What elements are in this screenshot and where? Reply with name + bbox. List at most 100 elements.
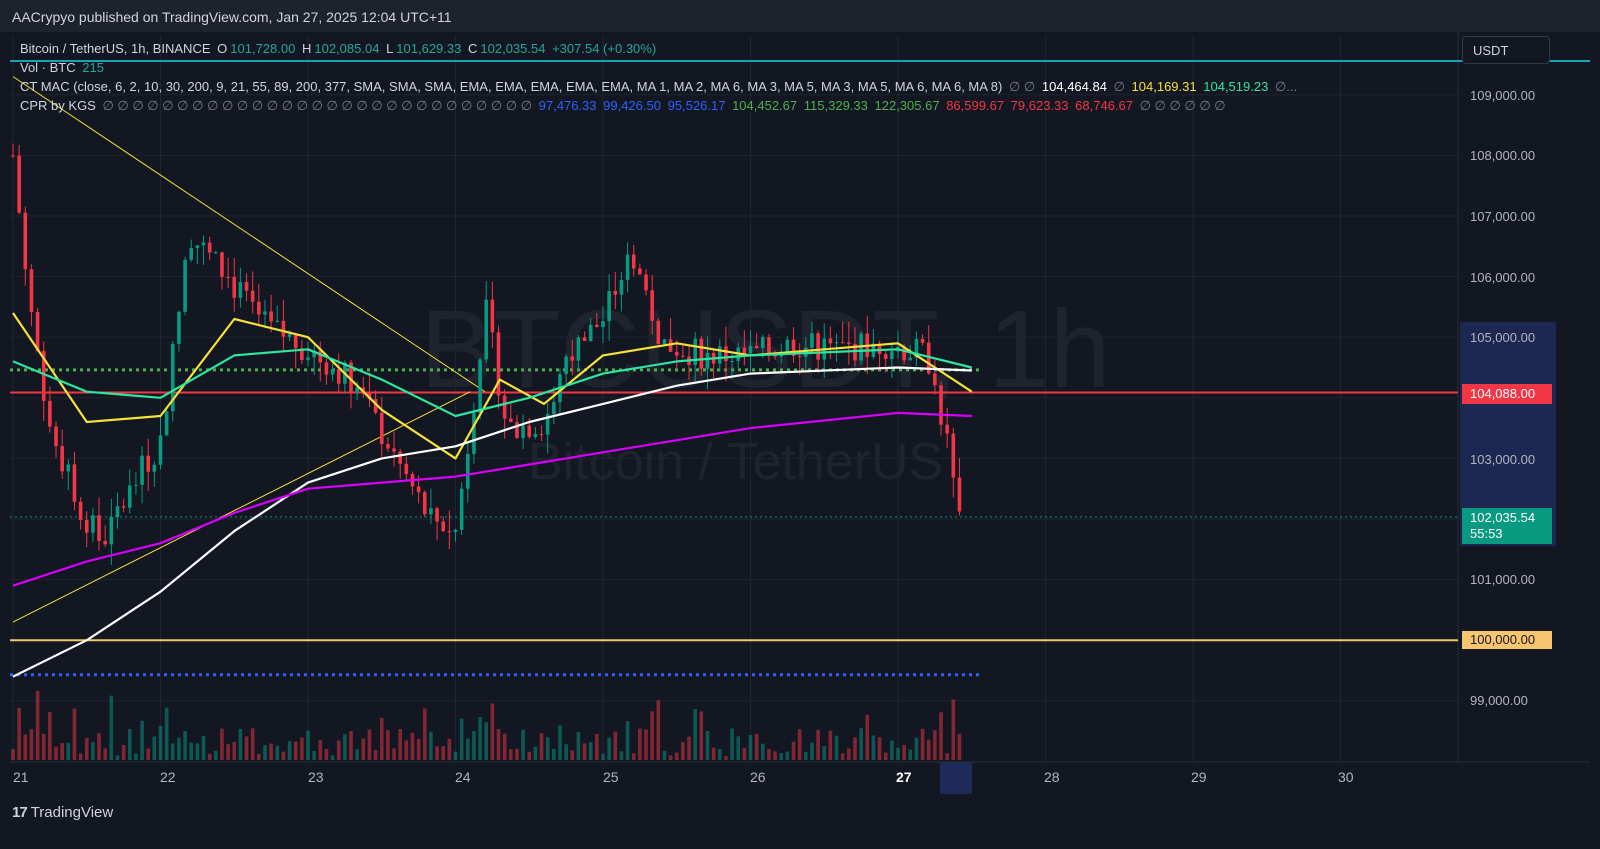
candle-body: [300, 348, 304, 361]
ctmac-legend[interactable]: CT MAC (close, 6, 2, 10, 30, 200, 9, 21,…: [20, 79, 1300, 95]
volume-bar: [515, 748, 519, 760]
open-value: 101,728.00: [230, 41, 296, 56]
ctmac-placeholders: ∅ ∅: [1009, 79, 1036, 94]
price-label: 107,000.00: [1470, 209, 1536, 224]
volume-bar: [306, 730, 310, 760]
volume-bar: [91, 742, 95, 760]
volume-bar: [441, 746, 446, 760]
candle-body: [293, 333, 298, 349]
volume-bar: [804, 751, 808, 760]
volume-bar: [404, 740, 409, 760]
candle-body: [668, 339, 673, 352]
candle-body: [189, 248, 194, 260]
high-label: H: [301, 41, 312, 56]
volume-bar: [828, 730, 833, 760]
candle-body: [890, 351, 894, 359]
symbol-label: Bitcoin / TetherUS, 1h, BINANCE: [20, 41, 211, 56]
price-label: 103,000.00: [1470, 452, 1536, 467]
vol-label: Vol · BTC: [20, 60, 76, 75]
volume-bar: [146, 748, 151, 760]
volume-bar: [693, 709, 697, 760]
candle-body: [422, 492, 427, 515]
volume-bar: [465, 738, 470, 760]
ctmac-label: CT MAC (close, 6, 2, 10, 30, 200, 9, 21,…: [20, 79, 1003, 94]
chart-area[interactable]: [10, 32, 1590, 808]
symbol-legend[interactable]: Bitcoin / TetherUS, 1h, BINANCE O 101,728…: [20, 41, 659, 56]
candle-body: [386, 444, 390, 449]
candle-body: [625, 254, 630, 280]
candle-body: [103, 541, 107, 545]
volume-bar: [865, 714, 870, 760]
volume-bar: [896, 747, 900, 760]
candle-body: [840, 342, 845, 344]
candle-body: [435, 508, 439, 522]
volume-bar: [736, 736, 741, 760]
resistance-price-tag: 104,088.00: [1462, 384, 1552, 404]
candle-body: [84, 519, 89, 533]
candle-body: [674, 351, 679, 356]
tradingview-footer[interactable]: 17 TradingView: [12, 804, 113, 821]
candle-body: [41, 351, 46, 401]
volume-bar: [625, 721, 630, 760]
volume-bar: [767, 748, 771, 760]
volume-bar: [742, 747, 747, 760]
volume-bar: [238, 728, 243, 760]
candle-body: [945, 424, 949, 434]
cpr-legend[interactable]: CPR by KGS ∅ ∅ ∅ ∅ ∅ ∅ ∅ ∅ ∅ ∅ ∅ ∅ ∅ ∅ ∅…: [20, 98, 1229, 114]
cpr-placeholders: ∅ ∅ ∅ ∅ ∅ ∅ ∅ ∅ ∅ ∅ ∅ ∅ ∅ ∅ ∅ ∅ ∅ ∅ ∅ ∅ …: [102, 98, 533, 113]
volume-bar: [521, 729, 525, 760]
volume-bar: [226, 744, 230, 760]
candle-body: [226, 276, 230, 278]
current-price-value: 102,035.54: [1470, 510, 1536, 525]
candle-body: [158, 435, 163, 465]
volume-bar: [539, 733, 544, 760]
volume-bar: [330, 755, 335, 760]
candle-body: [828, 338, 833, 344]
volume-bar: [607, 737, 611, 760]
volume-bar: [908, 749, 913, 760]
candle-body: [724, 346, 728, 362]
candle-body: [478, 359, 482, 413]
volume-bar: [84, 737, 89, 760]
volume-bar: [705, 730, 710, 760]
candle-body: [23, 212, 28, 270]
candle-body: [140, 455, 144, 485]
change-value: +307.54 (+0.30%): [552, 41, 657, 56]
candle-body: [250, 290, 255, 302]
cpr-blue-2: 99,426.50: [603, 98, 661, 113]
volume-bar: [343, 734, 347, 760]
volume-bar: [724, 755, 728, 760]
volume-bar: [662, 750, 667, 760]
cpr-green-1: 104,452.67: [732, 98, 798, 113]
volume-bar: [435, 746, 439, 760]
candle-body: [220, 252, 224, 277]
volume-bar: [78, 753, 83, 760]
tradingview-logo-icon: 17: [12, 804, 28, 821]
volume-bar: [920, 728, 925, 760]
candle-body: [767, 337, 771, 355]
ctmac-tail: ∅...: [1274, 79, 1298, 94]
close-label: C: [468, 41, 478, 56]
bar-countdown: 55:53: [1470, 526, 1503, 541]
volume-bar: [164, 707, 169, 760]
currency-selector[interactable]: USDT: [1462, 36, 1550, 64]
candle-body: [35, 311, 40, 352]
candle-body: [693, 338, 697, 365]
volume-bar: [201, 735, 206, 760]
candle-body: [48, 400, 52, 427]
volume-bar: [158, 725, 163, 760]
volume-legend[interactable]: Vol · BTC 215: [20, 60, 107, 75]
cpr-blue-3: 95,526.17: [667, 98, 726, 113]
candle-body: [195, 245, 200, 249]
ctmac-value-2: 104,169.31: [1131, 79, 1197, 94]
volume-bar: [638, 728, 642, 760]
price-label: 105,000.00: [1470, 330, 1536, 345]
volume-bar: [447, 738, 452, 760]
candle-body: [361, 387, 366, 393]
candle-body: [797, 355, 802, 357]
volume-bar: [840, 753, 845, 760]
volume-bar: [269, 743, 273, 760]
candle-body: [60, 446, 64, 472]
candle-body: [232, 277, 237, 298]
cpr-blue-1: 97,476.33: [538, 98, 597, 113]
